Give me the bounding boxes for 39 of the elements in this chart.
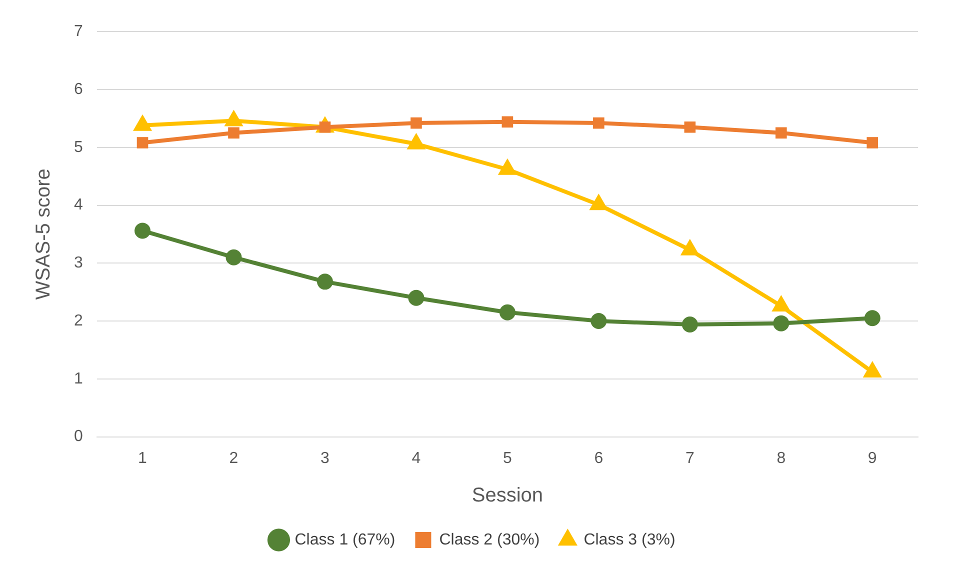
x-tick-label: 8 [776,450,786,467]
point [775,127,787,139]
point [684,121,696,133]
legend-label: Class 3 (3%) [584,531,676,548]
y-axis-title: WSAS-5 score [32,168,55,300]
point [682,316,698,332]
point [316,274,333,290]
point [410,117,422,129]
x-tick-label: 2 [229,450,238,467]
y-tick-label: 3 [74,254,83,272]
x-tick-label: 7 [685,450,694,467]
point [593,117,604,129]
point [864,310,880,326]
point [226,249,242,266]
point [408,290,424,306]
point [502,116,514,128]
y-tick-label: 2 [74,312,83,330]
x-tick-label: 3 [320,450,330,467]
point [134,222,151,239]
point [866,137,878,148]
point [773,315,790,332]
point [228,127,240,139]
y-tick-label: 4 [74,196,83,214]
legend-label: Class 1 (67%) [294,531,396,548]
y-tick-label: 6 [74,80,83,98]
x-tick-label: 6 [594,450,604,467]
legend-label: Class 2 (30%) [439,531,540,548]
point [590,313,607,330]
x-axis-title: Session [472,484,544,507]
point [136,137,148,148]
y-tick-label: 1 [74,370,83,388]
y-tick-label: 0 [74,428,83,446]
x-tick-label: 4 [412,450,421,467]
y-tick-label: 5 [74,138,83,156]
y-tick-label: 7 [74,23,83,40]
x-tick-label: 5 [502,450,512,467]
point [499,304,516,320]
x-tick-label: 9 [868,450,877,467]
x-tick-label: 1 [138,450,148,467]
